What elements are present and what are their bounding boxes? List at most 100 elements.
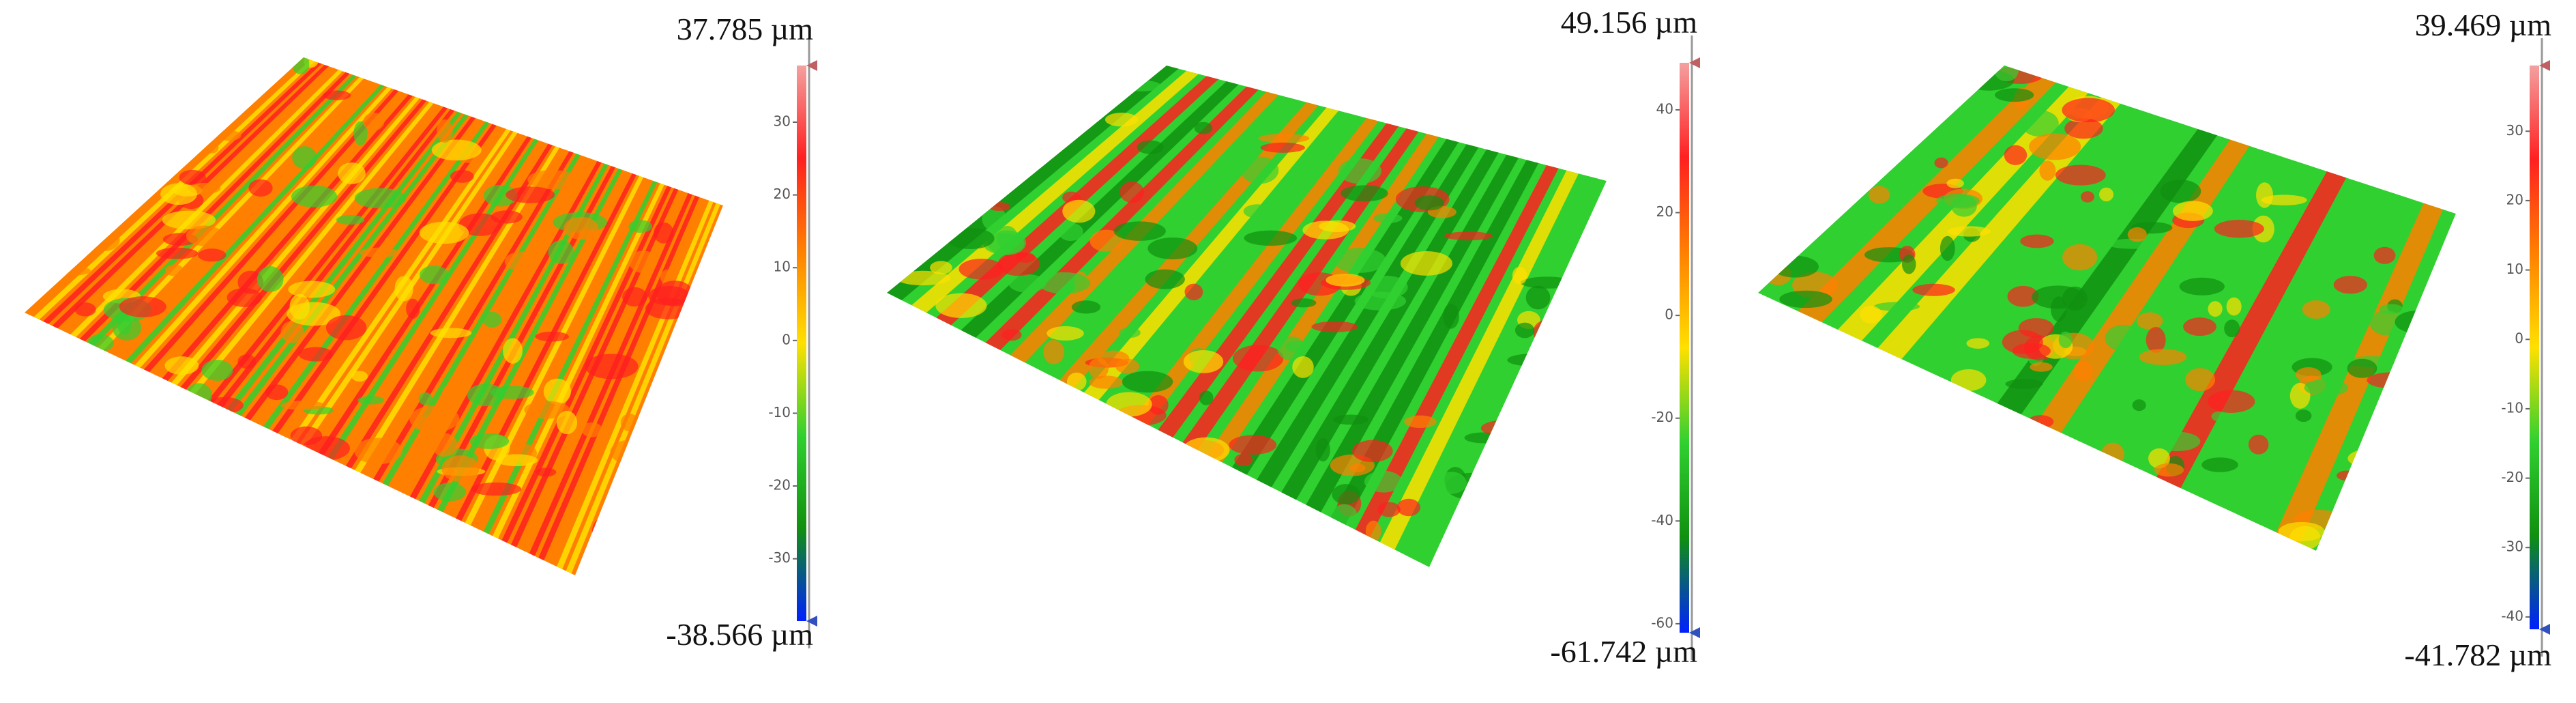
surface-spot: [610, 440, 652, 465]
surface-spot: [2367, 372, 2416, 388]
surface-spot: [2214, 220, 2264, 238]
surface-spot: [2395, 310, 2442, 334]
surface-spot: [87, 334, 114, 352]
surface-spot: [2136, 312, 2163, 330]
surface-spot: [2146, 327, 2166, 353]
surface-spot: [1001, 329, 1022, 341]
surface-spot: [2148, 448, 2170, 469]
surface-spot: [205, 397, 244, 414]
surface-spot: [536, 468, 557, 477]
surface-spot: [419, 221, 469, 244]
surface-ridge: [98, 76, 364, 351]
surface-spot: [1124, 80, 1161, 91]
surface-spot: [2207, 390, 2255, 413]
surface-spot: [715, 277, 723, 287]
surface-spot: [503, 338, 523, 364]
surface-spot: [2028, 415, 2054, 429]
surface-spot: [2132, 399, 2146, 412]
surface-spot: [2226, 297, 2242, 316]
surface-spot: [1596, 342, 1607, 354]
surface-spot: [2333, 276, 2367, 294]
surface-spot: [524, 401, 570, 419]
surface-spot: [2005, 379, 2043, 389]
surface-spot: [237, 354, 257, 369]
surface-spot: [1966, 338, 1990, 349]
surface-spot: [2261, 456, 2277, 471]
surface-spot: [548, 240, 574, 264]
colorbar-tick-label: 40: [1656, 100, 1673, 117]
surface-spot: [622, 287, 647, 307]
surface-spot: [1868, 186, 1890, 204]
surface-spot: [2295, 410, 2312, 422]
surface-spot: [2407, 331, 2456, 354]
surface-spot: [1122, 371, 1173, 393]
surface-spot: [160, 183, 197, 205]
surface-spot: [51, 266, 91, 276]
surface-ridge: [70, 70, 343, 337]
surface-spot: [197, 248, 226, 262]
surface-spot: [288, 281, 336, 298]
colorbar-tick-label: 20: [2506, 191, 2523, 207]
surface-spot: [248, 179, 273, 197]
surface-spot: [2347, 448, 2399, 469]
surface-spot: [1326, 273, 1365, 287]
surface-spot: [1533, 318, 1570, 345]
surface-spot: [495, 454, 538, 467]
max-label: 37.785 µm: [677, 12, 814, 46]
surface-spot: [1480, 419, 1535, 437]
surface-spot: [628, 220, 653, 233]
surface-spot: [585, 354, 639, 379]
colorbar-tick-label: -20: [768, 477, 791, 493]
min-marker: [2539, 624, 2550, 635]
surface-spot: [620, 414, 639, 432]
surface-spot: [1655, 335, 1672, 358]
surface-spot: [2443, 336, 2456, 358]
surface-spot: [1106, 392, 1152, 417]
surface-spot: [1043, 340, 1065, 364]
surface-spot: [2152, 431, 2201, 452]
surface-spot: [930, 261, 952, 274]
surface-spot: [2379, 304, 2404, 315]
surface-spot: [354, 437, 402, 465]
surface-ridge: [474, 178, 651, 530]
surface-spot: [642, 414, 684, 432]
surface-spot: [482, 311, 501, 328]
surface-ridge: [1758, 66, 2024, 304]
surface-spot: [2062, 244, 2098, 271]
surface-spot: [1615, 295, 1628, 319]
surface-spot: [2337, 470, 2357, 481]
surface-spot: [1302, 220, 1349, 240]
surface-spot: [2099, 187, 2114, 202]
surface-ridge: [125, 84, 385, 364]
surface-spot: [2073, 361, 2093, 382]
surface-spot: [186, 383, 213, 407]
surface-spot: [2020, 234, 2054, 248]
surface-spot: [1902, 254, 1916, 274]
surface-spot: [1435, 472, 1467, 494]
surface-spot: [1571, 371, 1600, 389]
surface-spot: [441, 455, 480, 483]
surface-spot: [1147, 238, 1198, 259]
surface-ridge: [89, 74, 357, 346]
surface-spot: [896, 270, 950, 286]
surface-spot: [1628, 370, 1674, 385]
surface-spot: [1648, 349, 1668, 369]
surface-spot: [394, 276, 413, 302]
surface-spot: [1332, 484, 1360, 504]
colorbar-tick-label: 20: [774, 186, 791, 202]
surface-spot: [1467, 499, 1500, 526]
surface-ridge: [1355, 164, 1559, 538]
surface-spot: [2421, 386, 2440, 412]
surface-spot: [1400, 251, 1452, 276]
surface-spot: [2183, 317, 2216, 336]
surface-spot: [1779, 290, 1832, 309]
surface-ridge: [911, 70, 1199, 313]
surface-spot: [2415, 381, 2431, 396]
surface-spot: [2465, 382, 2502, 390]
surface-ridge: [153, 91, 406, 377]
surface-spot: [2139, 349, 2187, 365]
surface-spot: [406, 298, 420, 319]
colorbar-tick-label: -10: [2501, 399, 2523, 416]
surface-spot: [1333, 248, 1386, 273]
surface-spot: [654, 222, 674, 244]
